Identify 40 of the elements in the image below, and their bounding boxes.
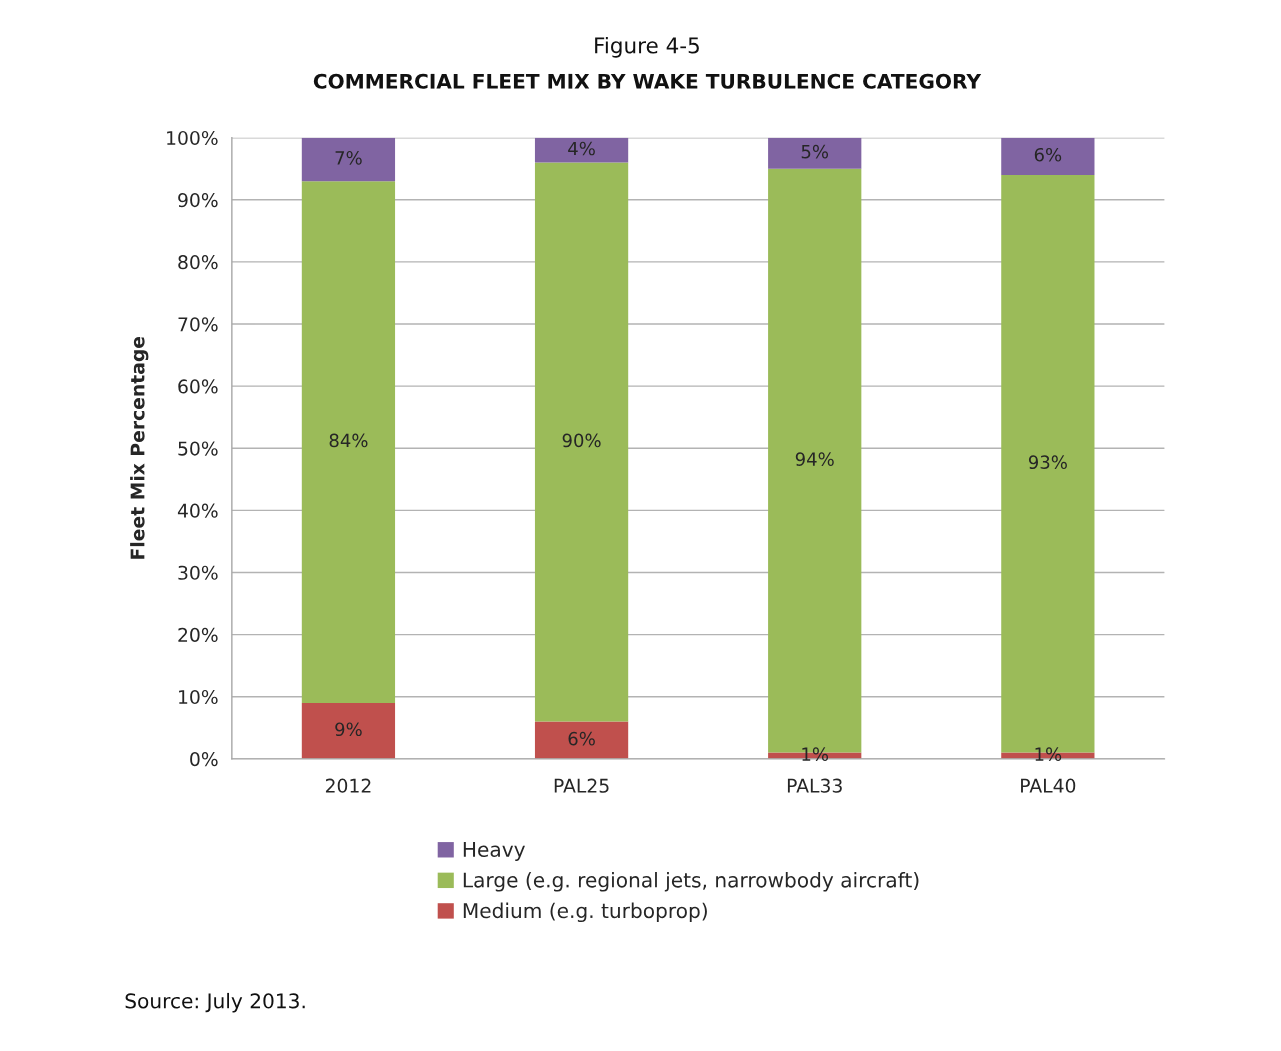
data-label: 5% — [801, 144, 829, 159]
bar — [768, 137, 862, 169]
bar — [301, 702, 396, 759]
x-tick-label: 2012 — [325, 778, 371, 793]
bar — [534, 721, 629, 759]
y-tick-label: 70% — [178, 317, 218, 332]
source-note: Source: July 2013. — [125, 992, 305, 1013]
bar — [534, 137, 629, 163]
y-tick-label: 50% — [178, 441, 218, 456]
bar — [301, 137, 396, 182]
y-tick-label: 60% — [178, 379, 218, 394]
data-label: 6% — [568, 731, 595, 746]
x-tick-label: PAL40 — [1021, 778, 1076, 793]
bar — [1001, 137, 1095, 175]
bar — [534, 162, 629, 722]
data-label: 7% — [335, 151, 362, 165]
x-tick-label: PAL25 — [554, 778, 609, 793]
data-label: 4% — [568, 141, 595, 156]
data-label: 94% — [795, 452, 834, 466]
data-label: 6% — [1034, 147, 1062, 162]
y-axis-title: Fleet Mix Percentage — [130, 336, 149, 559]
data-label: 84% — [329, 433, 368, 448]
data-label: 90% — [562, 433, 601, 448]
chart-subtitle: COMMERCIAL FLEET MIX BY WAKE TURBULENCE CATEGORY — [313, 73, 982, 89]
legend-label: Heavy — [463, 842, 525, 861]
x-tick-label: PAL33 — [787, 778, 842, 793]
y-tick-label: 0% — [190, 752, 218, 767]
y-tick-label: 80% — [178, 255, 218, 270]
y-tick-label: 40% — [177, 503, 218, 518]
y-tick-label: 10% — [179, 689, 218, 705]
data-label: 9% — [335, 722, 362, 737]
legend-label: Medium (e.g. turboprop) — [463, 902, 707, 923]
data-label: 93% — [1028, 455, 1067, 470]
y-tick-label: 100% — [167, 130, 218, 146]
y-tick-label: 90% — [178, 193, 218, 208]
y-tick-label: 20% — [178, 627, 218, 642]
chart-title: Figure 4-5 — [595, 36, 699, 58]
y-tick-label: 30% — [178, 565, 218, 580]
bar — [301, 181, 396, 703]
legend-label: Large (e.g. regional jets, narrowbody aircraft) — [463, 872, 919, 892]
